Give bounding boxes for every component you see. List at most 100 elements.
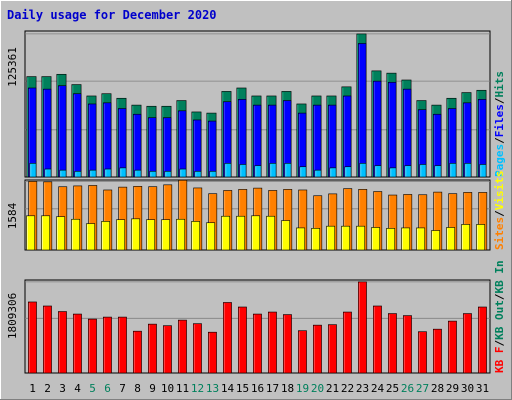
bar-kbf	[57, 311, 67, 374]
bar-pages	[359, 163, 367, 178]
hits-files-pages-legend-item: /	[493, 137, 506, 144]
bar-pages	[194, 170, 202, 178]
x-tick-label: 16	[251, 382, 264, 395]
bar-kbf	[432, 328, 442, 374]
hits-files-pages-legend: Pages/Files/Hits	[493, 71, 506, 177]
bar-kbf	[342, 311, 352, 374]
hits-files-pages-legend-item: Pages	[493, 144, 506, 177]
hits-files-pages-legend-item: Files	[493, 104, 506, 137]
bar-visits	[146, 219, 156, 251]
sites-visits-ymax-label: 1584	[6, 202, 19, 229]
x-tick-label: 31	[476, 382, 489, 395]
bar-pages	[434, 165, 442, 178]
kbytes-legend-item: /	[493, 293, 506, 300]
sites-visits-legend-item: Sites	[493, 217, 506, 250]
kbytes-legend-item: KB F	[493, 347, 506, 374]
x-tick-label: 26	[401, 382, 414, 395]
bar-kbf	[357, 281, 367, 374]
bar-pages	[464, 163, 472, 178]
bar-visits	[26, 215, 36, 251]
bar-pages	[134, 169, 142, 178]
bar-kbf	[178, 319, 187, 374]
bar-visits	[461, 224, 471, 251]
bar-visits	[41, 215, 51, 251]
bar-visits	[191, 221, 201, 251]
bar-pages	[179, 168, 187, 178]
bar-pages	[119, 167, 127, 178]
x-tick-label: 19	[296, 382, 309, 395]
bar-pages	[89, 169, 97, 178]
bar-visits	[416, 227, 426, 251]
bar-visits	[71, 218, 81, 251]
bar-kbf	[372, 305, 382, 374]
chart-panels: 125361Pages/Files/Hits1584Sites/Visits18…	[6, 30, 506, 374]
bar-kbf	[42, 305, 52, 374]
bar-kbf	[103, 316, 112, 374]
sites-visits-legend-item: /	[493, 210, 506, 217]
bar-pages	[404, 165, 412, 178]
x-tick-label: 21	[326, 382, 339, 395]
bar-pages	[104, 168, 112, 178]
bar-kbf	[88, 318, 97, 374]
x-tick-label: 12	[191, 382, 204, 395]
bar-visits	[386, 228, 396, 251]
bar-visits	[131, 218, 141, 251]
bar-pages	[299, 166, 307, 178]
hits-files-pages-legend-item: Hits	[493, 71, 506, 98]
x-tick-label: 23	[356, 382, 369, 395]
x-tick-label: 9	[149, 382, 156, 395]
x-tick-label: 28	[431, 382, 444, 395]
bar-visits	[236, 215, 246, 251]
bar-pages	[419, 164, 427, 178]
bar-kbf	[223, 302, 232, 374]
kbytes-legend-item: KB In	[493, 260, 506, 293]
x-tick-label: 3	[59, 382, 66, 395]
bar-pages	[314, 169, 322, 178]
bar-kbf	[447, 320, 457, 374]
kbytes-legend-item: /	[493, 340, 506, 347]
bar-pages	[374, 165, 382, 178]
bar-kbf	[73, 313, 82, 374]
kbytes-legend-item: KB Out	[493, 300, 506, 340]
bar-kbf	[387, 313, 397, 374]
x-tick-label: 10	[161, 382, 174, 395]
sites-visits-legend: Sites/Visits	[493, 171, 506, 251]
kbytes-legend: KB F/KB Out/KB In	[493, 260, 506, 373]
x-tick-label: 25	[386, 382, 399, 395]
bar-kbf	[253, 313, 262, 374]
bar-visits	[446, 227, 456, 251]
hits-files-pages-ymax-label: 125361	[6, 47, 19, 87]
bar-visits	[116, 219, 126, 251]
x-tick-label: 4	[74, 382, 81, 395]
bar-pages	[479, 164, 487, 178]
x-tick-label: 11	[176, 382, 189, 395]
kbytes-ymax-label: 1809306	[6, 293, 19, 339]
bar-kbf	[118, 316, 127, 374]
x-axis: 1 2 3 4 5 6 7 8 9 10 11 12 13 14 15 16 17 18 19 20 21 22 23 24 2…	[29, 382, 489, 395]
bar-visits	[431, 230, 441, 251]
bar-pages	[209, 170, 217, 178]
x-tick-label: 27	[416, 382, 429, 395]
x-tick-label: 15	[236, 382, 249, 395]
x-tick-label: 14	[221, 382, 235, 395]
bar-visits	[86, 223, 96, 251]
bar-kbf	[133, 330, 142, 374]
bar-kbf	[402, 315, 412, 374]
bar-visits	[476, 224, 486, 251]
bar-visits	[221, 215, 231, 251]
bar-visits	[296, 227, 306, 251]
bar-pages	[149, 170, 157, 178]
x-tick-label: 6	[104, 382, 111, 395]
bar-pages	[449, 163, 457, 178]
bar-visits	[281, 220, 291, 251]
bar-visits	[311, 228, 321, 251]
bar-kbf	[267, 311, 277, 374]
x-tick-label: 13	[206, 382, 219, 395]
bar-kbf	[462, 313, 472, 374]
bar-visits	[251, 215, 261, 251]
x-tick-label: 1	[29, 382, 36, 395]
